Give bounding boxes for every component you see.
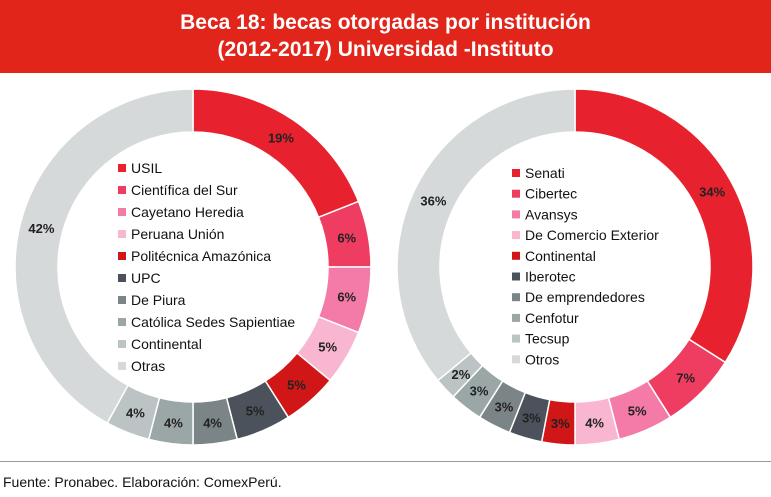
instituto-legend-swatch-7 [512,293,520,302]
instituto-legend-swatch-10 [512,355,520,364]
instituto-slice-1 [574,88,754,364]
instituto-legend-label-5: Continental [525,248,596,264]
universidad-legend-swatch-9 [118,340,126,348]
universidad-legend-swatch-3 [118,208,126,216]
universidad-legend-swatch-8 [118,318,126,326]
instituto-slice-10 [396,88,576,382]
universidad-legend-label-2: Científica del Sur [131,182,238,198]
instituto-legend-label-10: Otros [525,351,559,367]
universidad-legend-swatch-10 [118,362,126,370]
instituto-legend-swatch-1 [512,169,520,177]
instituto-slice-label-2: 7% [676,371,695,386]
instituto-slice-label-1: 34% [699,185,725,200]
universidad-slice-label-9: 4% [126,406,145,421]
instituto-slice-label-10: 36% [420,193,446,208]
universidad-slice-label-6: 5% [246,404,265,419]
universidad-legend-label-4: Peruana Unión [131,226,224,242]
instituto-legend-swatch-2 [512,189,520,198]
universidad-legend-label-7: De Piura [131,292,186,308]
instituto-legend-swatch-5 [512,251,520,260]
universidad-legend-swatch-6 [118,274,126,282]
universidad-legend-label-3: Cayetano Heredia [131,204,244,220]
instituto-legend-label-1: Senati [525,165,565,181]
source-note: Fuente: Pronabec. Elaboración: ComexPerú… [3,474,282,490]
instituto-legend-label-6: Iberotec [525,269,576,285]
universidad-slice-label-7: 4% [203,415,222,430]
universidad-legend-label-5: Politécnica Amazónica [131,248,271,264]
instituto-legend-label-2: Cibertec [525,186,577,202]
instituto-legend-label-9: Tecsup [525,331,570,347]
instituto-legend-swatch-8 [512,313,520,322]
instituto-slice-label-8: 3% [470,384,489,399]
universidad-legend-label-8: Católica Sedes Sapientiae [131,314,295,330]
chart-title-line-2: (2012-2017) Universidad -Instituto [217,38,554,61]
universidad-legend-label-6: UPC [131,270,161,286]
instituto-legend-label-7: De emprendedores [525,289,645,305]
instituto-slice-label-4: 4% [585,415,604,430]
instituto-slice-label-3: 5% [628,404,647,419]
chart-title-line-1: Beca 18: becas otorgadas por institución [180,11,591,34]
universidad-slice-label-5: 5% [287,377,306,392]
universidad-slice-label-8: 4% [164,415,183,430]
instituto-legend-swatch-6 [512,272,520,281]
universidad-legend-swatch-7 [118,296,126,304]
universidad-legend-swatch-4 [118,230,126,238]
universidad-slice-label-1: 19% [268,131,294,146]
instituto-slice-label-9: 2% [452,367,471,382]
universidad-slice-label-2: 6% [337,231,356,246]
universidad-slice-label-4: 5% [318,340,337,355]
instituto-legend-label-4: De Comercio Exterior [525,227,659,243]
universidad-legend-swatch-5 [118,252,126,260]
universidad-legend-swatch-1 [118,164,126,172]
universidad-legend-swatch-2 [118,186,126,194]
universidad-slice-1 [192,88,360,219]
universidad-slice-label-10: 42% [28,221,54,236]
instituto-legend-swatch-9 [512,334,520,343]
universidad-legend-label-10: Otras [131,358,165,374]
chart-title-banner: Beca 18: becas otorgadas por institución… [0,0,771,73]
source-divider [0,461,771,462]
instituto-legend-label-8: Cenfotur [525,310,579,326]
instituto-legend-swatch-3 [512,210,520,219]
instituto-slice-label-7: 3% [495,399,514,414]
universidad-legend-label-1: USIL [131,160,162,176]
instituto-slice-label-6: 3% [522,410,541,425]
instituto-slice-label-5: 3% [551,416,570,431]
universidad-slice-label-3: 6% [337,289,356,304]
universidad-legend-label-9: Continental [131,336,202,352]
universidad-slice-10 [14,88,194,425]
instituto-legend-label-3: Avansys [525,206,578,222]
instituto-legend-swatch-4 [512,231,520,240]
